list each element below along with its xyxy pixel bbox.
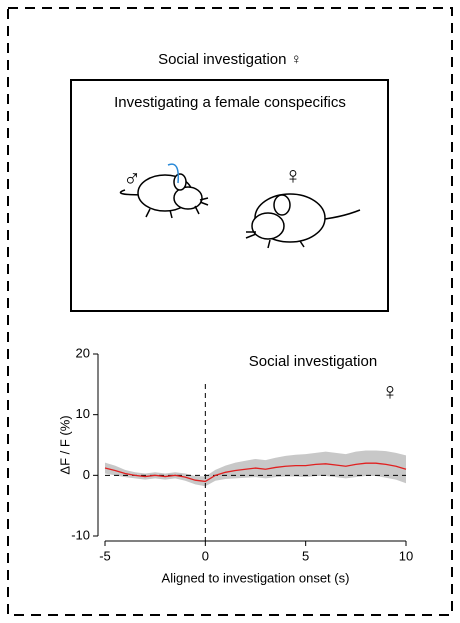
illustration-box: [70, 79, 389, 312]
y-tick-label: 0: [83, 467, 90, 482]
male-label: ♂: [123, 165, 141, 192]
y-tick-label: 20: [76, 345, 90, 360]
x-tick-label: 5: [302, 548, 309, 563]
x-tick-label: -5: [99, 548, 111, 563]
panel-border: [7, 7, 453, 616]
panel-title: Social investigation ♀: [158, 51, 302, 68]
x-tick-label: 0: [202, 548, 209, 563]
female-label: ♀: [284, 162, 302, 189]
y-tick-label: -10: [71, 527, 90, 542]
x-axis-label: Aligned to investigation onset (s): [162, 570, 350, 585]
male-mouse: [119, 163, 209, 219]
female-mouse: [245, 193, 361, 249]
illustration-caption: Investigating a female conspecifics: [114, 94, 346, 111]
y-axis-label: ΔF / F (%): [57, 415, 72, 474]
mean-line: [104, 462, 407, 483]
x-tick-label: 10: [399, 548, 413, 563]
y-tick-label: 10: [76, 406, 90, 421]
annotation: Social investigation: [249, 353, 377, 370]
annotation-symbol: ♀: [381, 378, 399, 405]
